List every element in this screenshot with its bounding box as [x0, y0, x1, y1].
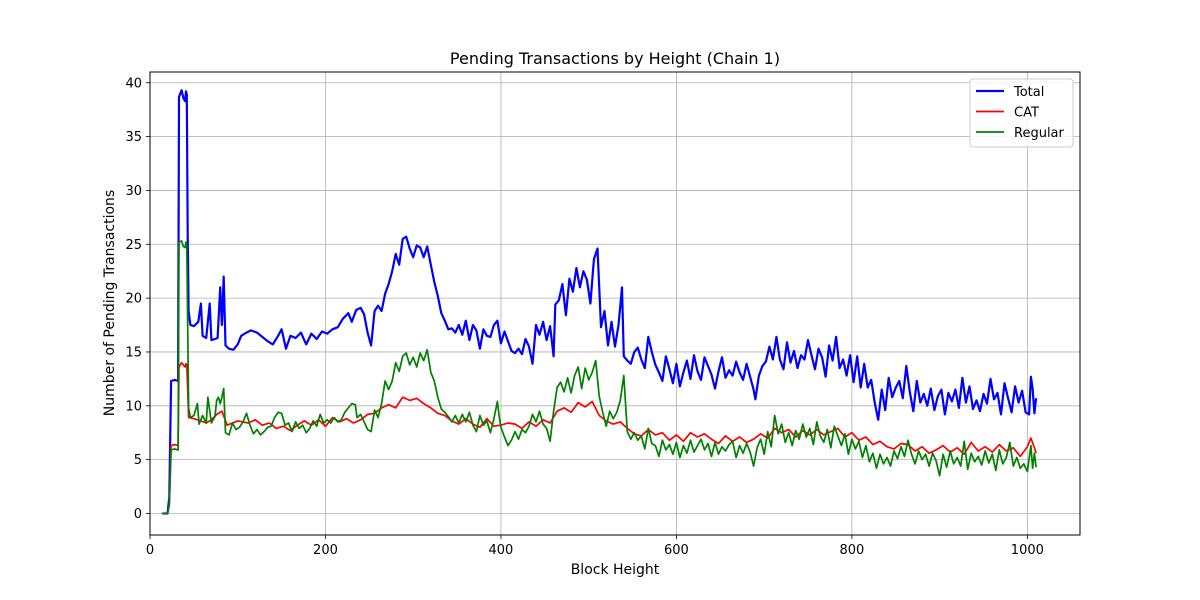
x-axis-ticks: 0 200 400 600 800 1000	[146, 535, 1044, 558]
series-line-regular	[162, 240, 1037, 515]
y-tick-label: 0	[134, 507, 142, 522]
legend-label-cat: CAT	[1014, 106, 1039, 121]
y-tick-label: 30	[125, 184, 142, 199]
y-tick-label: 15	[125, 345, 142, 360]
legend: Total CAT Regular	[969, 78, 1074, 148]
y-tick-label: 20	[125, 292, 142, 307]
x-tick-label: 800	[839, 543, 864, 558]
y-axis-ticks: 0 5 10 15 20 25 30 35 40	[125, 76, 150, 522]
legend-label-regular: Regular	[1014, 126, 1065, 141]
series-line-total	[162, 89, 1038, 515]
x-tick-label: 400	[489, 543, 514, 558]
y-tick-label: 25	[125, 238, 142, 253]
x-axis-label: Block Height	[571, 562, 660, 578]
plot-frame	[149, 71, 1081, 536]
legend-box	[969, 78, 1074, 148]
y-tick-label: 40	[125, 76, 142, 91]
grid-lines	[149, 72, 1080, 535]
y-axis-label: Number of Pending Transactions	[102, 190, 118, 416]
y-tick-label: 35	[125, 130, 142, 145]
legend-label-total: Total	[1013, 85, 1044, 100]
x-tick-label: 600	[664, 543, 689, 558]
x-tick-label: 1000	[1011, 543, 1044, 558]
chart-title: Pending Transactions by Height (Chain 1)	[450, 49, 780, 68]
series-lines	[162, 89, 1038, 515]
y-tick-label: 10	[125, 399, 142, 414]
x-tick-label: 0	[146, 543, 154, 558]
x-tick-label: 200	[313, 543, 338, 558]
y-tick-label: 5	[134, 453, 142, 468]
